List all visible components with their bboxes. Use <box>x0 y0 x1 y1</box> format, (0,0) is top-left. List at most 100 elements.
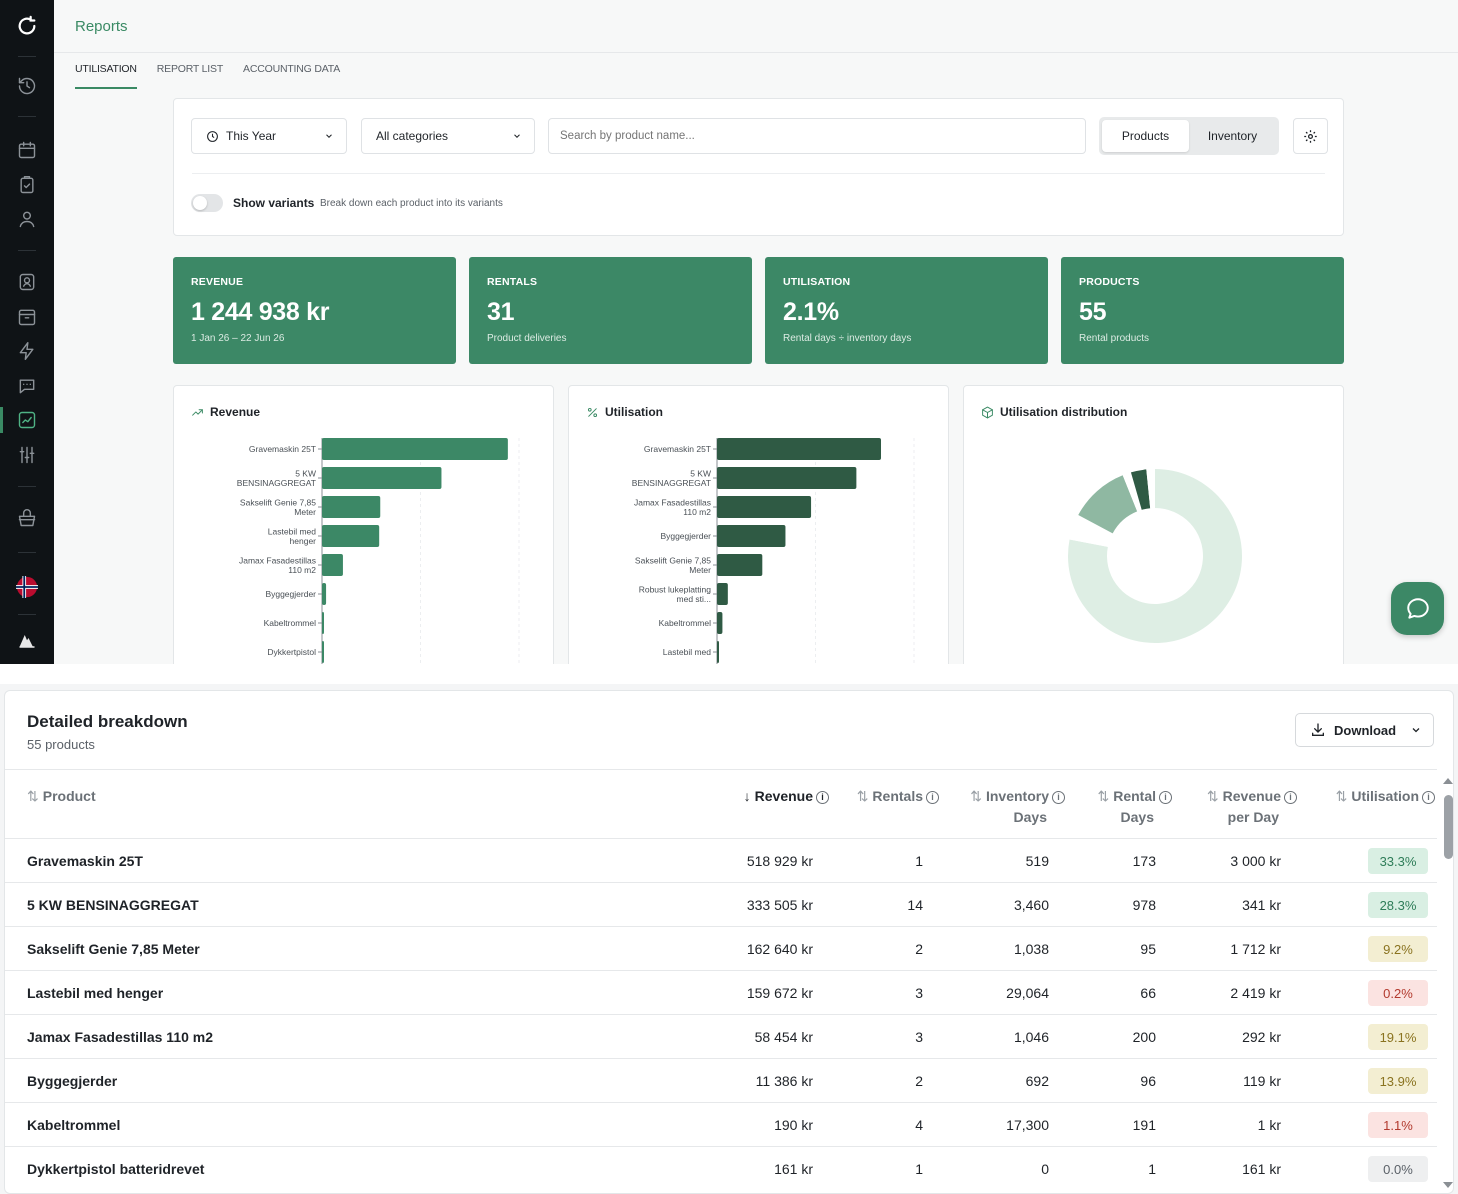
utilisation-badge: 33.3% <box>1368 848 1428 874</box>
download-button[interactable]: Download <box>1295 713 1434 747</box>
tick-label: Lastebil med <box>268 526 316 536</box>
info-icon[interactable]: i <box>1284 791 1297 804</box>
basket-icon[interactable] <box>15 506 39 530</box>
column-header-revenue[interactable]: ↓ Revenue i <box>744 786 829 807</box>
bar[interactable] <box>322 612 324 634</box>
distribution-chart-title-text: Utilisation distribution <box>1000 405 1128 419</box>
info-icon[interactable]: i <box>926 791 939 804</box>
page-title: Reports <box>75 18 128 35</box>
column-header-label: Inventory <box>985 788 1049 804</box>
contact-icon[interactable] <box>15 270 39 294</box>
chat-support-button[interactable] <box>1391 582 1444 635</box>
history-icon[interactable] <box>15 74 39 98</box>
lightning-icon[interactable] <box>15 339 39 363</box>
bar[interactable] <box>717 496 812 518</box>
tick-label: BENSINAGGREGAT <box>237 478 316 488</box>
view-products-button[interactable]: Products <box>1102 120 1189 152</box>
table-row[interactable]: Byggegjerder 11 386 kr 2 692 96 119 kr 13.9% <box>5 1058 1437 1102</box>
category-select[interactable]: All categories <box>361 118 535 154</box>
column-header-inventory-days[interactable]: ⇅ Inventory i Days <box>970 786 1065 828</box>
info-icon[interactable]: i <box>816 791 829 804</box>
scroll-up-icon[interactable] <box>1441 775 1454 787</box>
bar[interactable] <box>322 496 381 518</box>
cell-inventory-days: 519 <box>1025 853 1049 869</box>
sort-icon: ⇅ <box>1097 788 1110 804</box>
table-row[interactable]: Kabeltrommel 190 kr 4 17,300 191 1 kr 1.1% <box>5 1102 1437 1146</box>
cell-product: Jamax Fasadestillas 110 m2 <box>27 1029 214 1045</box>
cell-revenue-per-day: 2 419 kr <box>1230 985 1281 1001</box>
table-row[interactable]: Dykkertpistol batteridrevet 161 kr 1 0 1 161 … <box>5 1146 1437 1190</box>
bar[interactable] <box>717 612 723 634</box>
column-header-product[interactable]: ⇅ Product <box>27 786 96 807</box>
cell-revenue-per-day: 1 712 kr <box>1230 941 1281 957</box>
donut-slice[interactable] <box>1130 469 1151 510</box>
cell-rentals: 2 <box>915 941 923 957</box>
bar[interactable] <box>322 525 380 547</box>
column-header-rental-days[interactable]: ⇅ Rental i Days <box>1097 786 1172 828</box>
sliders-icon[interactable] <box>15 443 39 467</box>
table-row[interactable]: Lastebil med henger 159 672 kr 3 29,064 66 2 … <box>5 970 1437 1014</box>
checklist-icon[interactable] <box>15 173 39 197</box>
donut-slice[interactable] <box>1069 515 1113 547</box>
company-logo-icon[interactable] <box>15 629 39 653</box>
bar[interactable] <box>717 467 857 489</box>
donut-slice[interactable] <box>1078 475 1138 534</box>
column-header-utilisation[interactable]: ⇅ Utilisation i <box>1336 786 1435 807</box>
table-row[interactable]: Sakselift Genie 7,85 Meter 162 640 kr 2 1,0… <box>5 926 1437 970</box>
cell-product: Kabeltrommel <box>27 1117 121 1133</box>
period-select[interactable]: This Year <box>191 118 347 154</box>
utilisation-badge: 19.1% <box>1368 1024 1428 1050</box>
column-header-rentals[interactable]: ⇅ Rentals i <box>857 786 939 807</box>
calendar-icon[interactable] <box>15 138 39 162</box>
chat-icon[interactable] <box>15 374 39 398</box>
donut-slice[interactable] <box>1068 469 1242 643</box>
donut-slice[interactable] <box>1146 469 1155 509</box>
scrollbar-thumb[interactable] <box>1444 795 1453 859</box>
bar[interactable] <box>322 438 508 460</box>
column-header-label: Product <box>42 788 96 804</box>
table-row[interactable]: 5 KW BENSINAGGREGAT 333 505 kr 14 3,460 978 3… <box>5 882 1437 926</box>
bar[interactable] <box>322 641 324 663</box>
bar[interactable] <box>717 554 763 576</box>
period-select-value: This Year <box>226 129 277 143</box>
distribution-chart-card: Utilisation distribution <box>963 385 1344 664</box>
tick-label: Lastebil med <box>663 647 711 657</box>
bar[interactable] <box>717 641 719 663</box>
norway-flag-icon[interactable] <box>15 575 39 599</box>
info-icon[interactable]: i <box>1052 791 1065 804</box>
bar[interactable] <box>717 525 786 547</box>
bar[interactable] <box>322 467 442 489</box>
show-variants-toggle[interactable] <box>191 194 223 212</box>
table-scrollbar[interactable] <box>1441 775 1454 1193</box>
tab-accounting-data[interactable]: ACCOUNTING DATA <box>243 63 340 75</box>
kpi-value: 1 244 938 kr <box>191 298 330 326</box>
table-row[interactable]: Gravemaskin 25T 518 929 kr 1 519 173 3 000 kr… <box>5 838 1437 882</box>
table-row[interactable]: Jamax Fasadestillas 110 m2 58 454 kr 3 1,04… <box>5 1014 1437 1058</box>
cell-product: 5 KW BENSINAGGREGAT <box>27 897 199 913</box>
info-icon[interactable]: i <box>1422 791 1435 804</box>
tab-utilisation[interactable]: UTILISATION <box>75 63 137 89</box>
scroll-down-icon[interactable] <box>1441 1179 1454 1191</box>
app-logo-icon[interactable] <box>0 0 54 52</box>
settings-button[interactable] <box>1293 118 1328 154</box>
bar[interactable] <box>322 583 327 605</box>
bar[interactable] <box>717 583 728 605</box>
column-header-revenue-per-day[interactable]: ⇅ Revenue i per Day <box>1207 786 1297 828</box>
tick-label: Kabeltrommel <box>659 618 712 628</box>
bar[interactable] <box>717 438 882 460</box>
reports-chart-icon[interactable] <box>15 408 39 432</box>
cell-inventory-days: 17,300 <box>1006 1117 1049 1133</box>
tab-report-list[interactable]: REPORT LIST <box>156 63 224 75</box>
info-icon[interactable]: i <box>1159 791 1172 804</box>
sidebar-divider <box>18 552 36 553</box>
donut-slice[interactable] <box>1122 472 1142 512</box>
show-variants-hint: Break down each product into its variant… <box>320 198 503 209</box>
user-icon[interactable] <box>15 207 39 231</box>
search-input[interactable] <box>548 118 1086 154</box>
bar[interactable] <box>322 554 343 576</box>
view-inventory-button[interactable]: Inventory <box>1207 129 1258 143</box>
sort-icon: ⇅ <box>1206 788 1219 804</box>
tick-label: Robust lukeplatting <box>639 584 712 594</box>
chevron-down-icon <box>326 134 332 138</box>
archive-icon[interactable] <box>15 305 39 329</box>
